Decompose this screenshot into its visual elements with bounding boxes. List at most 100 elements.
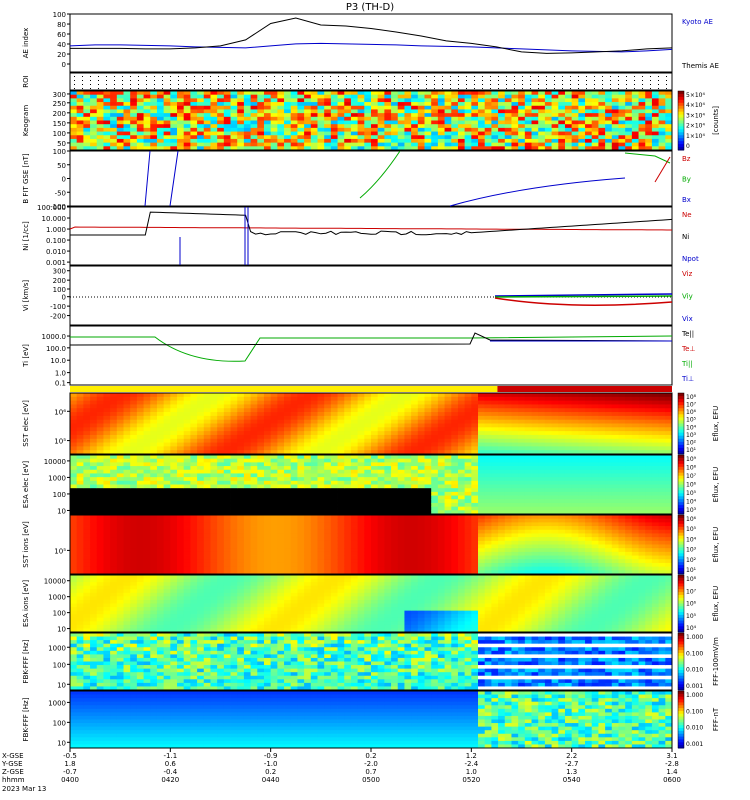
spectro-cell [223,473,231,478]
spectro-cell [270,499,278,504]
spectro-cell [457,434,466,440]
spectro-cell [324,138,332,144]
spectro-cell [457,423,466,428]
spectro-cell [344,393,352,398]
spectro-cell [330,124,338,129]
spectro-cell [96,442,104,447]
spectro-cell [611,98,619,103]
spectro-cell [558,491,566,496]
y-tick-label: 50 [57,140,66,148]
spectro-cell [558,105,566,110]
spectro-cell [310,499,318,504]
spectro-cell [357,412,365,417]
roi-dot [442,80,443,81]
spectro-cell [551,404,559,409]
spectro-cell [444,469,452,474]
spectro-cell [210,113,218,118]
spectro-cell [70,533,78,538]
spectro-cell [491,138,499,144]
spectro-cell [511,105,519,110]
spectro-cell [217,146,225,151]
spectro-cell [451,502,459,508]
spectro-cell [110,400,118,405]
spectro-cell [270,506,278,511]
spectro-cell [471,415,479,421]
roi-dot [442,84,443,85]
spectro-cell [611,138,619,144]
spectro-cell [177,458,185,463]
spectro-cell [404,94,412,99]
spectro-cell [223,446,231,451]
spectro-cell [605,431,613,436]
spectro-cell [217,135,225,140]
roi-dot [146,80,147,81]
colorbar-step [678,414,684,418]
spectro-cell [397,404,405,409]
spectro-cell [611,480,619,485]
spectro-cell [638,127,646,132]
spectro-cell [551,124,559,129]
spectro-cell [290,98,298,103]
spectro-cell [177,400,185,405]
roi-dot [282,88,283,89]
spectro-cell [571,488,579,493]
spectro-cell [631,102,639,107]
spectro-cell [384,466,392,471]
spectro-cell [130,116,138,121]
spectro-cell [83,127,91,132]
spectro-cell [598,499,606,504]
spectro-cell [564,94,573,99]
spectro-cell [618,127,626,132]
spectro-cell [223,502,231,508]
spectro-cell [457,138,466,144]
spectro-cell [284,506,292,511]
spectro-cell [250,506,258,511]
spectro-cell [217,438,225,443]
spectro-cell [230,415,238,421]
spectro-cell [197,146,205,151]
spectro-cell [243,458,251,463]
spectro-cell [90,495,98,500]
spectro-cell [123,450,131,455]
spectro-cell [578,127,586,132]
spectro-cell [190,455,198,460]
spectro-cell [123,502,131,508]
spectro-cell [564,450,573,455]
colorbar-tick-label: 4×10⁴ [686,102,705,109]
spectro-cell [230,146,238,151]
spectro-cell [76,484,84,489]
spectro-cell [384,423,392,428]
spectro-cell [371,146,379,151]
spectro-cell [143,458,151,463]
spectro-cell [324,469,332,474]
spectro-cell [665,427,673,432]
spectro-cell [90,566,98,571]
spectro-cell [250,102,258,107]
colorbar-step [678,417,684,421]
spectro-cell [83,105,91,110]
colorbar-tick-label: 10⁴ [686,499,697,506]
spectro-cell [631,469,639,474]
spectro-cell [585,109,593,114]
spectro-cell [371,105,379,110]
spectro-cell [651,396,660,402]
spectro-cell [270,419,278,424]
spectro-cell [290,124,298,129]
spectro-cell [190,458,198,463]
spectro-cell [478,455,486,460]
spectro-cell [591,146,599,151]
spectro-cell [123,138,131,144]
roi-dot [658,88,659,89]
spectro-cell [377,455,385,460]
spectro-cell [170,423,178,428]
spectro-cell [156,142,165,147]
spectro-cell [645,135,653,140]
spectro-cell [290,462,298,467]
spectro-cell [103,562,111,568]
spectro-cell [96,499,104,504]
spectro-cell [431,124,439,129]
spectro-cell [478,491,486,496]
spectro-cell [451,446,459,451]
spectro-cell [417,94,425,99]
spectro-cell [116,522,124,527]
